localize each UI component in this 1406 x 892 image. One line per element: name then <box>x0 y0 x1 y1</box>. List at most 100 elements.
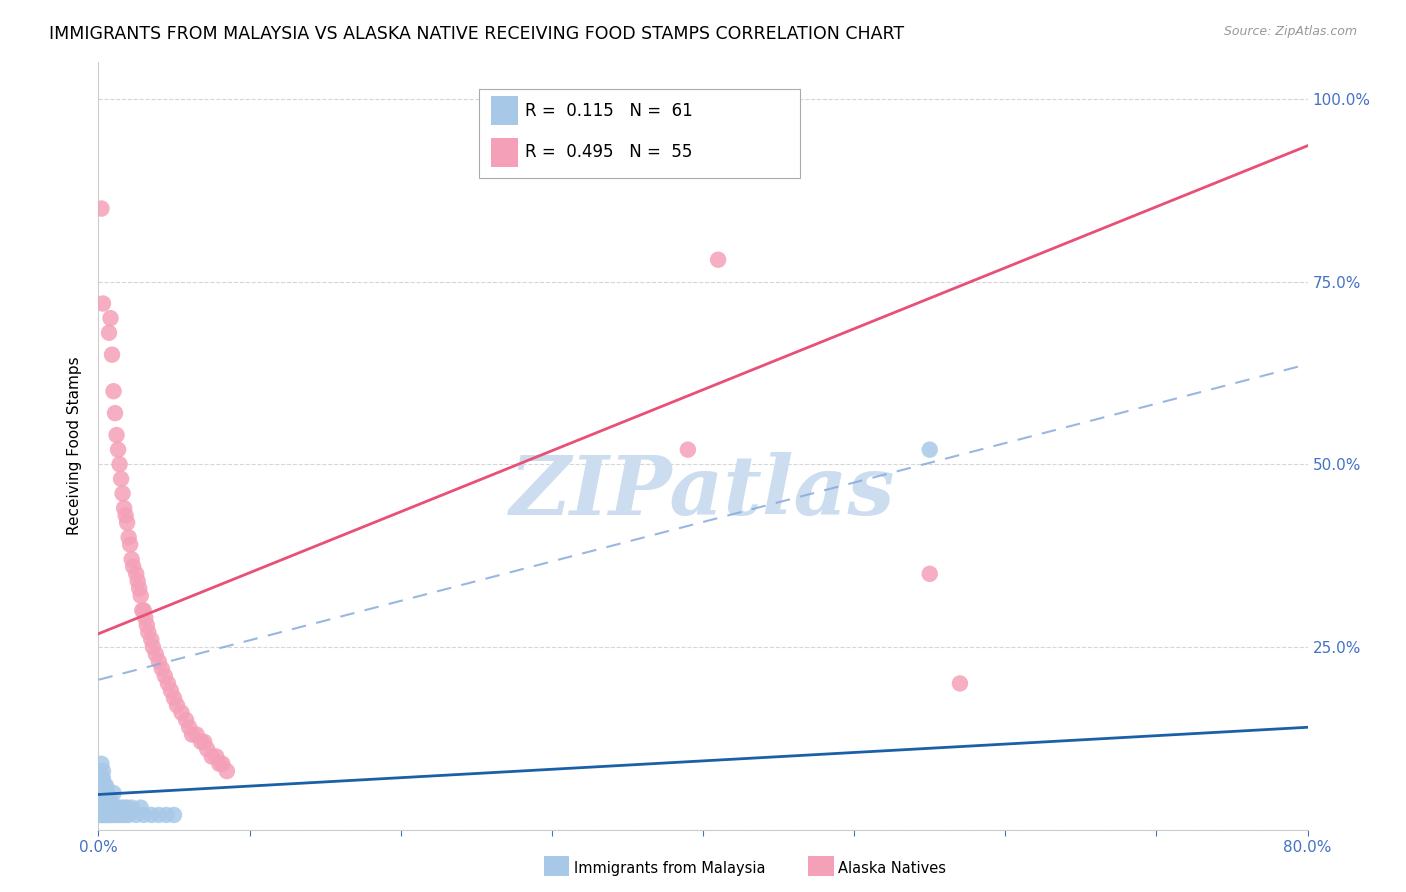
Point <box>93 793 115 807</box>
Point <box>153 669 176 683</box>
Point <box>120 538 142 552</box>
Point <box>918 566 941 581</box>
Point <box>103 800 125 814</box>
Point <box>90 779 112 793</box>
Point <box>208 756 231 771</box>
Point <box>121 552 143 566</box>
Point <box>179 720 201 734</box>
Point <box>98 326 121 340</box>
Point <box>90 756 112 771</box>
Text: ZIPatlas: ZIPatlas <box>510 452 896 532</box>
Text: Alaska Natives: Alaska Natives <box>838 862 946 876</box>
Point <box>93 786 115 800</box>
Point <box>148 808 170 822</box>
Point <box>156 676 179 690</box>
Point <box>98 808 121 822</box>
Point <box>100 808 122 822</box>
Point <box>89 800 111 814</box>
Point <box>104 800 127 814</box>
Point <box>94 808 117 822</box>
Point <box>103 808 125 822</box>
Point <box>114 508 136 523</box>
Point <box>101 800 124 814</box>
Point <box>110 800 132 814</box>
Point <box>90 793 112 807</box>
Point <box>90 800 112 814</box>
FancyBboxPatch shape <box>492 96 517 126</box>
Point <box>112 800 135 814</box>
Point <box>98 800 121 814</box>
Point <box>949 676 972 690</box>
Point <box>118 808 141 822</box>
Point <box>129 589 152 603</box>
Point <box>90 808 112 822</box>
Point <box>103 384 125 399</box>
Point <box>163 691 186 706</box>
Text: Source: ZipAtlas.com: Source: ZipAtlas.com <box>1223 25 1357 38</box>
Point <box>129 800 152 814</box>
Point <box>181 728 204 742</box>
Point <box>201 749 224 764</box>
Point <box>98 793 121 807</box>
Point <box>103 786 125 800</box>
Point <box>105 428 128 442</box>
Point <box>174 713 197 727</box>
Point <box>155 808 177 822</box>
Point <box>96 786 118 800</box>
Text: Immigrants from Malaysia: Immigrants from Malaysia <box>574 862 765 876</box>
Point <box>100 311 122 326</box>
Text: R =  0.115   N =  61: R = 0.115 N = 61 <box>526 102 693 120</box>
Point <box>142 640 165 654</box>
Point <box>141 632 163 647</box>
Point <box>94 793 117 807</box>
Point <box>91 808 114 822</box>
FancyBboxPatch shape <box>479 89 800 178</box>
Point <box>108 457 131 471</box>
Point <box>91 296 114 310</box>
Point <box>93 779 115 793</box>
Point <box>186 728 208 742</box>
Point <box>89 764 111 778</box>
Point <box>127 574 149 589</box>
Point <box>150 662 173 676</box>
Point <box>166 698 188 713</box>
Point <box>104 406 127 420</box>
Point <box>205 749 228 764</box>
Point <box>170 706 193 720</box>
Point <box>163 808 186 822</box>
Text: IMMIGRANTS FROM MALAYSIA VS ALASKA NATIVE RECEIVING FOOD STAMPS CORRELATION CHAR: IMMIGRANTS FROM MALAYSIA VS ALASKA NATIV… <box>49 25 904 43</box>
Point <box>115 800 138 814</box>
Point <box>91 772 114 786</box>
Point <box>96 808 118 822</box>
Point <box>111 486 134 500</box>
Point <box>89 793 111 807</box>
Point <box>118 530 141 544</box>
Point <box>134 610 156 624</box>
Y-axis label: Receiving Food Stamps: Receiving Food Stamps <box>67 357 83 535</box>
Point <box>101 348 124 362</box>
Point <box>122 559 145 574</box>
Point <box>125 566 148 581</box>
Point <box>91 793 114 807</box>
Point <box>107 442 129 457</box>
Point <box>707 252 730 267</box>
Point <box>90 786 112 800</box>
Point <box>141 808 163 822</box>
Point <box>90 202 112 216</box>
Point <box>100 793 122 807</box>
Point <box>190 735 212 749</box>
Point <box>94 779 117 793</box>
Point <box>111 808 134 822</box>
Point <box>114 808 136 822</box>
Point <box>160 683 183 698</box>
Point <box>125 808 148 822</box>
Point <box>101 808 124 822</box>
Point <box>148 655 170 669</box>
Point <box>121 800 143 814</box>
Point <box>96 800 118 814</box>
Point <box>193 735 215 749</box>
Point <box>115 516 138 530</box>
Point <box>90 772 112 786</box>
FancyBboxPatch shape <box>492 137 517 167</box>
Point <box>195 742 218 756</box>
